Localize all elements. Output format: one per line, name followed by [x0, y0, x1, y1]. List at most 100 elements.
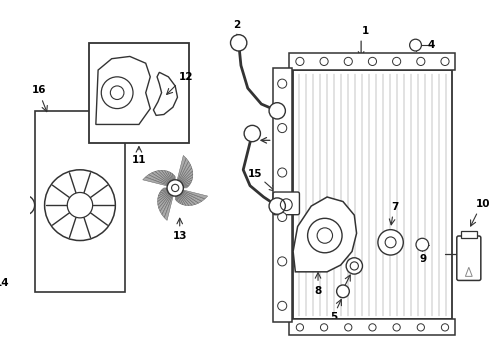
- Circle shape: [337, 285, 349, 298]
- Circle shape: [441, 324, 449, 331]
- Circle shape: [410, 39, 421, 51]
- Polygon shape: [183, 183, 191, 186]
- Text: 8: 8: [315, 286, 321, 296]
- Polygon shape: [179, 161, 190, 181]
- Bar: [293, 70, 452, 319]
- Polygon shape: [183, 186, 188, 188]
- Circle shape: [278, 123, 287, 132]
- Text: 16: 16: [32, 85, 47, 95]
- Circle shape: [296, 57, 304, 66]
- Polygon shape: [172, 174, 174, 180]
- Polygon shape: [182, 177, 193, 184]
- Circle shape: [369, 324, 376, 331]
- Circle shape: [416, 57, 425, 66]
- Circle shape: [269, 103, 285, 119]
- Polygon shape: [158, 170, 170, 182]
- Polygon shape: [178, 158, 189, 181]
- Polygon shape: [179, 194, 189, 206]
- Polygon shape: [180, 165, 192, 181]
- Polygon shape: [175, 196, 176, 201]
- Polygon shape: [183, 190, 208, 199]
- Polygon shape: [159, 190, 168, 193]
- Polygon shape: [293, 197, 357, 272]
- Polygon shape: [181, 192, 198, 204]
- Text: 1: 1: [362, 27, 369, 36]
- Polygon shape: [177, 156, 186, 180]
- Circle shape: [167, 180, 183, 196]
- Circle shape: [346, 258, 363, 274]
- Polygon shape: [182, 174, 193, 184]
- Bar: [290, 319, 455, 335]
- Polygon shape: [179, 195, 186, 206]
- Text: 13: 13: [172, 231, 187, 241]
- Circle shape: [320, 57, 328, 66]
- Circle shape: [344, 324, 352, 331]
- Circle shape: [368, 57, 376, 66]
- Text: 12: 12: [179, 72, 194, 82]
- Polygon shape: [177, 196, 181, 204]
- Circle shape: [296, 324, 303, 331]
- Bar: [273, 68, 292, 322]
- Text: 3: 3: [276, 135, 283, 145]
- Circle shape: [393, 324, 400, 331]
- Polygon shape: [182, 192, 202, 203]
- Polygon shape: [158, 190, 168, 196]
- Circle shape: [278, 257, 287, 266]
- Polygon shape: [146, 175, 168, 185]
- Text: 11: 11: [132, 155, 146, 165]
- Polygon shape: [164, 195, 173, 220]
- Polygon shape: [180, 168, 193, 182]
- Polygon shape: [155, 171, 170, 183]
- Circle shape: [378, 230, 403, 255]
- Polygon shape: [152, 171, 169, 184]
- Text: 4: 4: [428, 40, 435, 50]
- Polygon shape: [181, 171, 193, 183]
- Polygon shape: [162, 188, 167, 189]
- Circle shape: [278, 301, 287, 310]
- Bar: [290, 53, 455, 70]
- Text: 6: 6: [337, 291, 344, 300]
- Polygon shape: [143, 177, 168, 186]
- Circle shape: [67, 193, 93, 218]
- Polygon shape: [174, 175, 175, 180]
- Circle shape: [416, 238, 429, 251]
- Text: 5: 5: [330, 312, 338, 322]
- Polygon shape: [162, 195, 172, 217]
- Polygon shape: [167, 171, 172, 181]
- Text: 2: 2: [233, 20, 240, 30]
- Bar: [17, 279, 24, 287]
- Circle shape: [441, 57, 449, 66]
- Polygon shape: [170, 172, 173, 180]
- Polygon shape: [183, 180, 192, 185]
- Circle shape: [278, 212, 287, 221]
- Bar: [461, 231, 477, 238]
- Text: 14: 14: [0, 278, 9, 288]
- Text: 9: 9: [419, 254, 427, 264]
- Polygon shape: [148, 173, 169, 184]
- Polygon shape: [159, 194, 171, 211]
- Bar: [35, 111, 125, 292]
- Circle shape: [417, 324, 424, 331]
- Polygon shape: [158, 194, 170, 208]
- FancyBboxPatch shape: [273, 192, 299, 215]
- Polygon shape: [160, 195, 172, 215]
- Text: 7: 7: [392, 202, 399, 212]
- Circle shape: [15, 195, 35, 215]
- Polygon shape: [157, 193, 170, 205]
- Polygon shape: [157, 192, 169, 202]
- Text: 15: 15: [248, 169, 263, 179]
- Circle shape: [278, 168, 287, 177]
- Polygon shape: [176, 196, 178, 203]
- Circle shape: [278, 79, 287, 88]
- Polygon shape: [161, 189, 167, 191]
- Polygon shape: [162, 170, 171, 181]
- Circle shape: [244, 125, 261, 142]
- Bar: [89, 43, 189, 143]
- Polygon shape: [182, 191, 205, 201]
- Polygon shape: [180, 194, 192, 206]
- Text: 10: 10: [476, 199, 490, 209]
- Circle shape: [269, 198, 285, 214]
- Polygon shape: [178, 195, 183, 205]
- Polygon shape: [183, 185, 190, 187]
- Polygon shape: [165, 170, 172, 181]
